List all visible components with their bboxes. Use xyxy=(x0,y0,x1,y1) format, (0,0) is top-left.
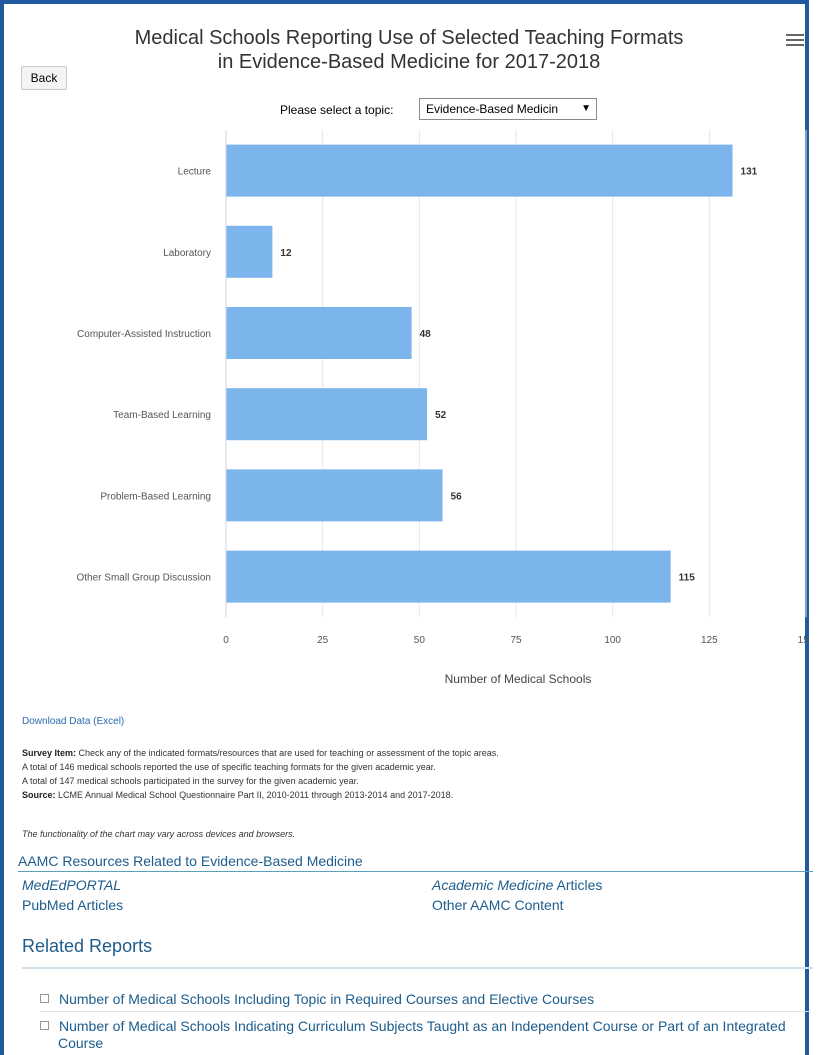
category-label: Lecture xyxy=(178,167,212,178)
x-tick-label: 100 xyxy=(604,635,621,646)
related-divider xyxy=(22,967,813,969)
bar xyxy=(226,307,412,359)
survey-item-label: Survey Item: xyxy=(22,748,77,758)
data-label: 115 xyxy=(679,573,696,584)
x-tick-label: 150 xyxy=(798,635,809,646)
category-label: Team-Based Learning xyxy=(113,410,211,421)
total-reported-line: A total of 146 medical schools reported … xyxy=(22,762,436,772)
related-report-item[interactable]: Number of Medical Schools Including Topi… xyxy=(40,991,594,1008)
x-tick-label: 50 xyxy=(414,635,426,646)
other-aamc-link[interactable]: Other AAMC Content xyxy=(432,897,564,913)
x-tick-label: 0 xyxy=(223,635,229,646)
medportal-link[interactable]: MedEdPORTAL xyxy=(22,877,122,893)
x-tick-label: 75 xyxy=(510,635,522,646)
bar xyxy=(226,469,443,522)
collapse-box-icon xyxy=(40,993,49,1003)
related-report-label: Number of Medical Schools Including Topi… xyxy=(59,991,595,1007)
academic-medicine-link[interactable]: Academic Medicine Articles xyxy=(432,877,602,893)
category-label: Problem-Based Learning xyxy=(100,491,211,502)
bar xyxy=(226,550,671,603)
chart-title-line2: in Evidence-Based Medicine for 2017-2018 xyxy=(217,51,601,73)
academic-medicine-rest: Articles xyxy=(553,877,603,893)
topic-select-value: Evidence-Based Medicin xyxy=(426,102,559,116)
bar xyxy=(226,388,428,441)
survey-item-text: Check any of the indicated formats/resou… xyxy=(76,748,499,758)
topic-select[interactable]: Evidence-Based Medicin ▼ xyxy=(419,98,597,120)
category-label: Computer-Assisted Instruction xyxy=(77,329,211,340)
related-report-item[interactable]: Number of Medical Schools Indicating Cur… xyxy=(40,1018,798,1052)
category-label: Other Small Group Discussion xyxy=(77,573,212,584)
bar xyxy=(226,144,733,197)
collapse-box-icon xyxy=(40,1020,49,1030)
bar xyxy=(226,225,273,278)
x-axis-title: Number of Medical Schools xyxy=(445,672,592,686)
data-label: 12 xyxy=(280,248,292,259)
x-tick-label: 125 xyxy=(701,635,718,646)
total-participated-line: A total of 147 medical schools participa… xyxy=(22,776,359,786)
functionality-note: The functionality of the chart may vary … xyxy=(22,829,296,839)
x-tick-label: 25 xyxy=(317,635,329,646)
related-reports-title: Related Reports xyxy=(22,936,153,956)
bar-chart: 0 25 50 75 100 125 150 Lecture 131 Laboratory 12 Co… xyxy=(77,130,809,686)
hamburger-icon[interactable] xyxy=(786,34,804,48)
related-report-label: Number of Medical Schools Indicating Cur… xyxy=(58,1018,786,1051)
chart-title: Medical Schools Reporting Use of Selecte… xyxy=(84,26,734,74)
chart-title-line1: Medical Schools Reporting Use of Selecte… xyxy=(134,27,684,49)
category-label: Laboratory xyxy=(163,248,211,259)
back-button[interactable]: Back xyxy=(21,66,67,90)
data-label: 52 xyxy=(435,410,447,421)
data-label: 56 xyxy=(451,491,463,502)
data-label: 48 xyxy=(420,329,432,340)
academic-medicine-italic: Academic Medicine xyxy=(432,877,554,893)
survey-notes: Survey Item: Check any of the indicated … xyxy=(22,746,802,802)
source-line: Source: LCME Annual Medical School Quest… xyxy=(22,788,802,802)
source-label: Source: xyxy=(22,790,56,800)
resources-title: AAMC Resources Related to Evidence-Based… xyxy=(18,853,813,872)
source-text: LCME Annual Medical School Questionnaire… xyxy=(55,790,454,800)
data-label: 131 xyxy=(741,167,758,178)
survey-item-line: Survey Item: Check any of the indicated … xyxy=(22,746,802,760)
dropdown-arrow-icon: ▼ xyxy=(581,103,591,114)
related-separator xyxy=(40,1011,810,1012)
topic-label: Please select a topic: xyxy=(280,103,394,117)
download-data-link[interactable]: Download Data (Excel) xyxy=(22,716,125,727)
pubmed-link[interactable]: PubMed Articles xyxy=(22,897,124,913)
